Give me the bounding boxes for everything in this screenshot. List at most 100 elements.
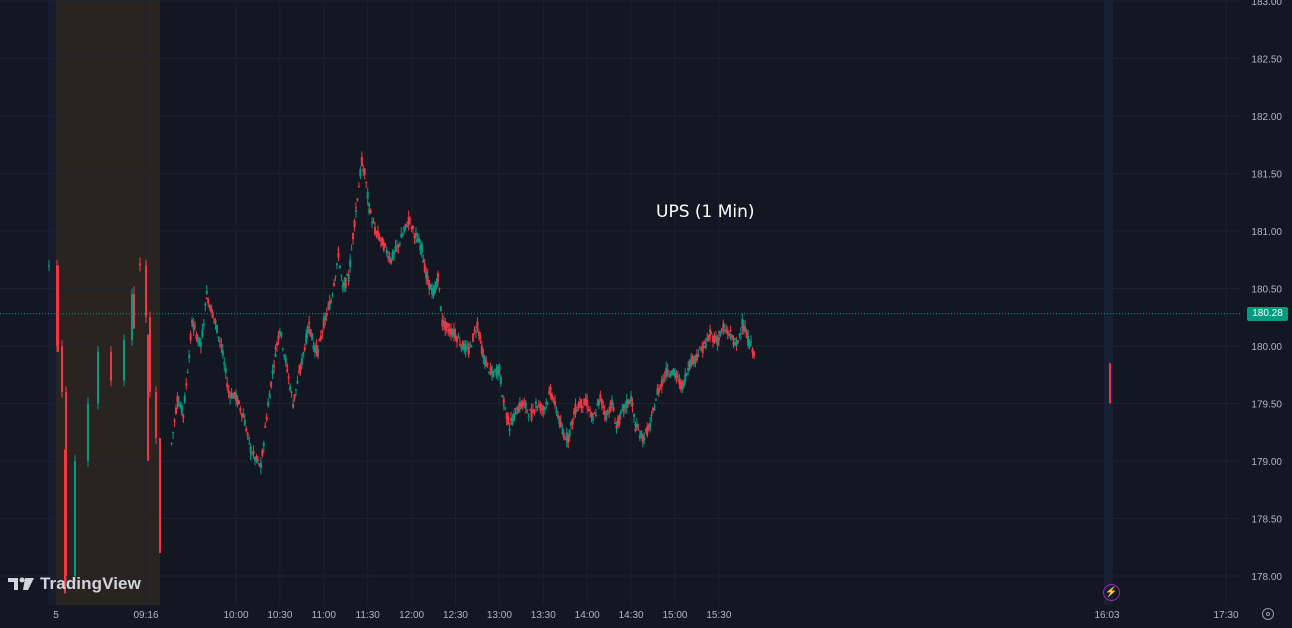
settings-gear-icon[interactable]	[1262, 608, 1274, 620]
candle-body	[570, 422, 573, 426]
candle-body	[420, 251, 423, 253]
candle-body	[603, 410, 606, 415]
candle-body	[600, 399, 603, 405]
candle-body	[319, 335, 322, 340]
candle-body	[349, 259, 352, 268]
candle-body	[413, 234, 416, 239]
candle-body	[194, 326, 197, 328]
candle-body	[172, 432, 175, 434]
candle-body	[210, 305, 213, 313]
candle-body	[486, 363, 489, 365]
candle-body	[698, 347, 701, 349]
candle-body	[489, 366, 492, 371]
candle-body	[513, 413, 516, 421]
candle-body	[204, 303, 207, 306]
candle-body	[532, 409, 535, 412]
candle-body	[581, 406, 584, 408]
candle-body	[719, 331, 722, 336]
candle-body	[599, 395, 602, 400]
candle-body	[426, 275, 429, 282]
candle-body	[191, 325, 194, 327]
candle-body	[710, 333, 713, 335]
candle-body	[543, 407, 546, 411]
candle-body	[261, 450, 264, 456]
candle-body	[511, 419, 514, 425]
candle-body	[159, 438, 161, 553]
candle-body	[174, 407, 177, 414]
candle-body	[407, 220, 410, 224]
candle-body	[376, 231, 379, 237]
x-tick-label: 15:30	[706, 610, 731, 621]
candle-body	[713, 337, 716, 342]
candle-body	[139, 263, 141, 266]
candle-body	[306, 326, 309, 334]
candle-body	[671, 370, 674, 375]
candle-body	[653, 409, 656, 411]
candle-body	[369, 209, 372, 214]
candle-body	[308, 326, 311, 329]
candle-body	[556, 414, 559, 418]
candle-body	[736, 340, 739, 343]
candle-body	[597, 399, 600, 406]
candle-body	[145, 265, 147, 318]
candle-body	[61, 346, 63, 392]
candle-body	[249, 447, 252, 454]
candle-body	[311, 333, 314, 341]
candle-body	[460, 345, 463, 349]
candle-body	[195, 333, 198, 340]
candle-body	[628, 400, 631, 404]
candle-body	[559, 421, 562, 427]
candle-body	[202, 323, 205, 326]
y-tick-label: 179.50	[1251, 400, 1282, 411]
candle-body	[545, 402, 548, 404]
candle-body	[394, 246, 397, 252]
candle-body	[274, 348, 277, 350]
candle-body	[479, 335, 482, 339]
candle-body	[657, 388, 660, 393]
candle-body	[400, 233, 403, 238]
candle-body	[621, 408, 624, 410]
candle-body	[668, 373, 671, 375]
candle-body	[748, 343, 751, 348]
candle-body	[417, 238, 420, 243]
x-tick-label: 13:30	[531, 610, 556, 621]
candle-body	[312, 346, 315, 349]
candle-body	[248, 437, 251, 439]
y-tick-label: 178.50	[1251, 515, 1282, 526]
candle-body	[281, 348, 284, 350]
candle-body	[529, 409, 532, 411]
candle-body	[630, 397, 633, 402]
candle-body	[403, 226, 406, 230]
candle-body	[315, 345, 318, 352]
candle-body	[87, 403, 89, 461]
candle-body	[618, 415, 621, 425]
candle-body	[352, 233, 355, 240]
candle-body	[647, 426, 650, 428]
candle-body	[624, 404, 627, 409]
candle-body	[709, 334, 712, 336]
candle-body	[256, 459, 259, 461]
tradingview-logo[interactable]: TradingView	[8, 574, 141, 594]
candle-body	[432, 291, 435, 293]
lightning-icon[interactable]: ⚡	[1103, 584, 1120, 601]
candle-body	[391, 252, 394, 260]
candle-body	[706, 338, 709, 342]
candle-body	[302, 352, 305, 356]
candle-body	[205, 290, 208, 294]
candle-body	[390, 258, 393, 264]
candle-body	[594, 414, 597, 416]
candle-body	[293, 394, 296, 399]
candle-body	[425, 273, 428, 277]
candle-body	[461, 341, 464, 349]
candle-body	[507, 415, 510, 425]
candle-body	[555, 409, 558, 414]
candle-body	[252, 450, 255, 455]
candle-body	[510, 418, 513, 421]
candle-body	[473, 329, 476, 331]
session-band-right	[1104, 0, 1113, 605]
candle-body	[280, 332, 283, 337]
candle-body	[467, 347, 470, 354]
y-tick-label: 180.00	[1251, 342, 1282, 353]
candle-body	[448, 328, 451, 333]
